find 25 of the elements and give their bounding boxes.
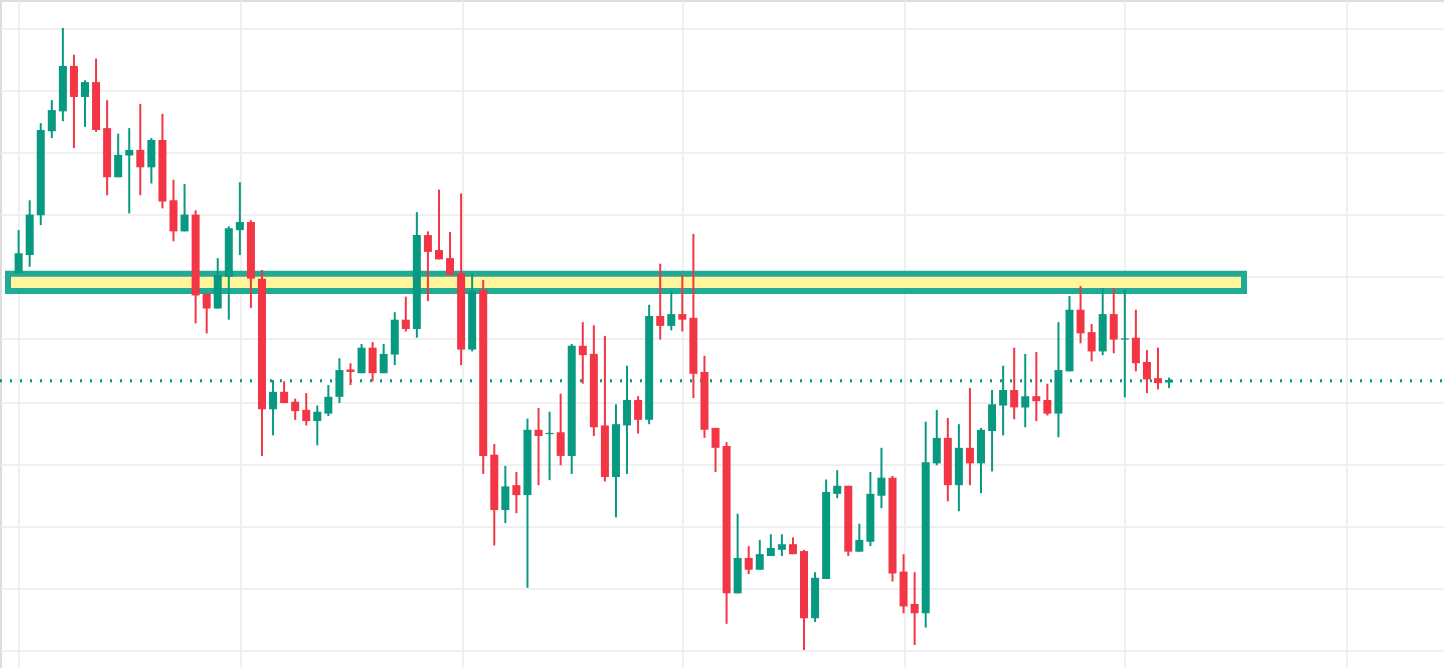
- candlestick: [1098, 286, 1107, 357]
- candlestick: [136, 102, 145, 197]
- candlestick: [180, 183, 189, 233]
- candlestick: [943, 416, 952, 503]
- candlestick: [368, 341, 377, 383]
- candlestick: [733, 512, 742, 595]
- candlestick: [656, 262, 665, 341]
- candlestick: [147, 137, 156, 185]
- candlestick: [81, 79, 89, 128]
- candlestick: [965, 387, 974, 487]
- candlestick: [556, 392, 565, 467]
- candlestick: [744, 545, 753, 576]
- candlestick: [346, 362, 355, 386]
- candlestick: [1109, 286, 1118, 355]
- candlestick: [512, 471, 521, 515]
- candlestick: [1010, 346, 1019, 421]
- candlestick: [667, 290, 676, 332]
- candlestick: [954, 423, 963, 513]
- candlestick: [501, 464, 510, 525]
- candlestick: [634, 395, 643, 435]
- candlestick: [534, 407, 543, 487]
- candlestick: [114, 132, 123, 179]
- candlestick: [69, 53, 78, 150]
- candlestick: [401, 295, 410, 333]
- candlestick: [357, 342, 366, 375]
